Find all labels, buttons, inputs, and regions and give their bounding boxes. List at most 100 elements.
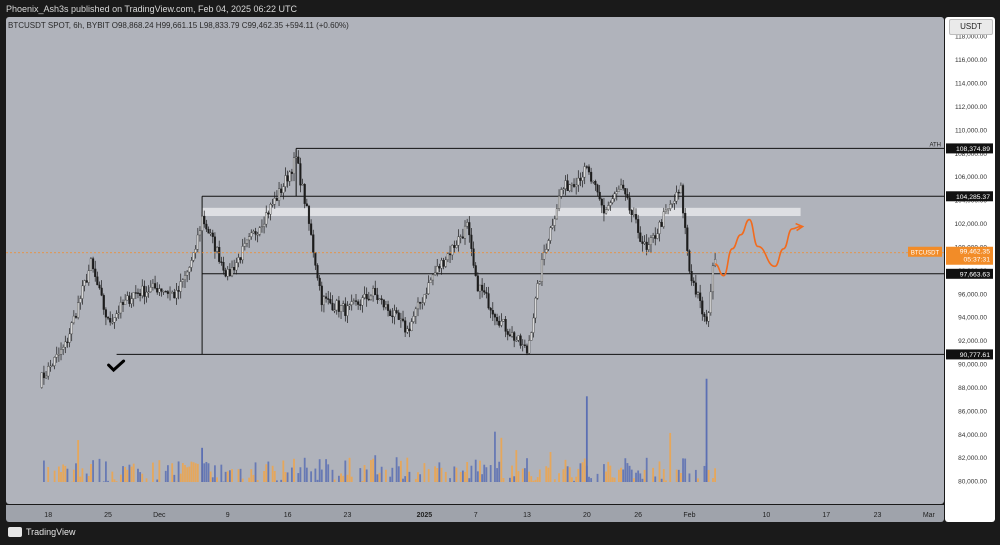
last-price-value: 99,462.35: [960, 249, 990, 256]
candle-body: [547, 240, 550, 250]
volume-bar: [141, 473, 144, 482]
volume-bar: [474, 459, 477, 482]
candle-body: [183, 275, 187, 280]
last-price-symbol: BTCUSDT: [911, 251, 940, 257]
candle-body: [692, 280, 695, 283]
candle-body: [466, 222, 469, 227]
volume-bar: [241, 478, 244, 482]
volume-bar: [248, 477, 251, 482]
volume-bar: [216, 477, 218, 482]
volume-bar: [583, 458, 586, 482]
level-price-tag: 104,285.37: [946, 191, 993, 202]
candle-body: [92, 258, 95, 270]
x-tick-label: Mar: [923, 512, 936, 519]
candle-body: [399, 318, 402, 321]
volume-bar: [406, 457, 409, 482]
volume-bar: [641, 478, 644, 482]
candle-body: [335, 300, 338, 311]
volume-bar: [528, 471, 531, 482]
price-axis[interactable]: 118,000.00 116,000.00 114,000.00 112,000.00…: [945, 17, 995, 522]
candle-body: [357, 301, 360, 305]
candle-body: [498, 320, 501, 326]
candle-body: [209, 232, 212, 235]
candle-body: [271, 204, 274, 206]
volume-spike: [705, 378, 708, 482]
candle-body: [81, 285, 84, 299]
candle-body: [307, 205, 311, 224]
y-tick-label: 86,000.00: [958, 408, 987, 415]
candle-body: [538, 281, 541, 284]
candle-body: [562, 188, 565, 191]
x-tick-label: 25: [104, 512, 112, 519]
volume-bar: [171, 463, 174, 482]
volume-bar: [470, 465, 473, 482]
volume-bar: [111, 471, 114, 482]
candle-body: [205, 223, 208, 230]
time-axis[interactable]: 18 25 Dec 9 16 23 2025 7 13 20 26 Feb 10 17 23 Mar: [6, 505, 944, 522]
volume-bar: [534, 479, 537, 482]
candle-body: [333, 309, 336, 312]
projection-arrow: [795, 222, 805, 232]
volume-bar: [60, 471, 62, 482]
volume-bar: [434, 466, 436, 482]
footer: TradingView: [8, 527, 76, 537]
volume-bar: [596, 473, 599, 482]
candle-body: [701, 300, 704, 315]
candle-body: [596, 184, 599, 193]
volume-bar: [66, 468, 69, 482]
candle-body: [478, 284, 482, 292]
candle-body: [575, 184, 578, 187]
currency-button[interactable]: USDT: [949, 19, 993, 35]
candle-body: [134, 292, 137, 294]
candle-body: [327, 298, 330, 300]
candle-body: [684, 212, 687, 228]
volume-bar: [297, 473, 300, 482]
volume-bar: [333, 479, 336, 482]
candle-body: [273, 198, 276, 205]
volume-bar: [466, 461, 469, 482]
volume-bar: [293, 458, 295, 482]
volume-bar: [179, 473, 182, 482]
candle-body: [613, 193, 616, 199]
candle-body: [290, 171, 293, 174]
volume-bar: [588, 476, 590, 482]
level-price-tag-bg: [946, 191, 993, 202]
candle-body: [346, 305, 349, 316]
candle-body: [233, 267, 236, 271]
volume-bar: [186, 467, 189, 482]
candle-body: [141, 285, 144, 296]
candle-body: [102, 295, 105, 310]
candle-body: [168, 291, 172, 294]
volume-bar: [190, 461, 193, 482]
volume-bar: [348, 457, 351, 482]
legend-low: L98,833.79: [199, 21, 240, 30]
candle-body: [654, 235, 657, 239]
legend-close: C99,462.35: [241, 21, 284, 30]
candle-body: [265, 212, 268, 225]
x-tick-label: 26: [634, 512, 642, 519]
volume-bar: [64, 465, 67, 482]
candle-body: [260, 226, 264, 228]
volume-bar: [284, 472, 287, 482]
volume-bar: [464, 471, 466, 482]
volume-bar: [549, 451, 552, 482]
volume-bar: [545, 466, 548, 482]
volume-bar: [119, 474, 122, 482]
candle-body: [47, 366, 50, 377]
volume-bar: [385, 469, 387, 482]
candle-body: [160, 288, 163, 292]
volume-bar: [365, 469, 368, 482]
candle-body: [239, 257, 242, 261]
candle-body: [94, 268, 97, 277]
candle-body: [203, 215, 206, 225]
volume-bar: [688, 473, 691, 482]
volume-bar: [62, 464, 65, 482]
candle-body: [395, 310, 398, 313]
plot-area[interactable]: ATH BTCUSDT: [6, 17, 944, 504]
volume-bar: [203, 463, 206, 482]
candle-body: [292, 157, 296, 174]
volume-bar: [530, 476, 533, 482]
candle-body: [132, 292, 135, 299]
candle-body: [530, 332, 533, 341]
level-price-tag: 90,777.61: [946, 349, 993, 360]
